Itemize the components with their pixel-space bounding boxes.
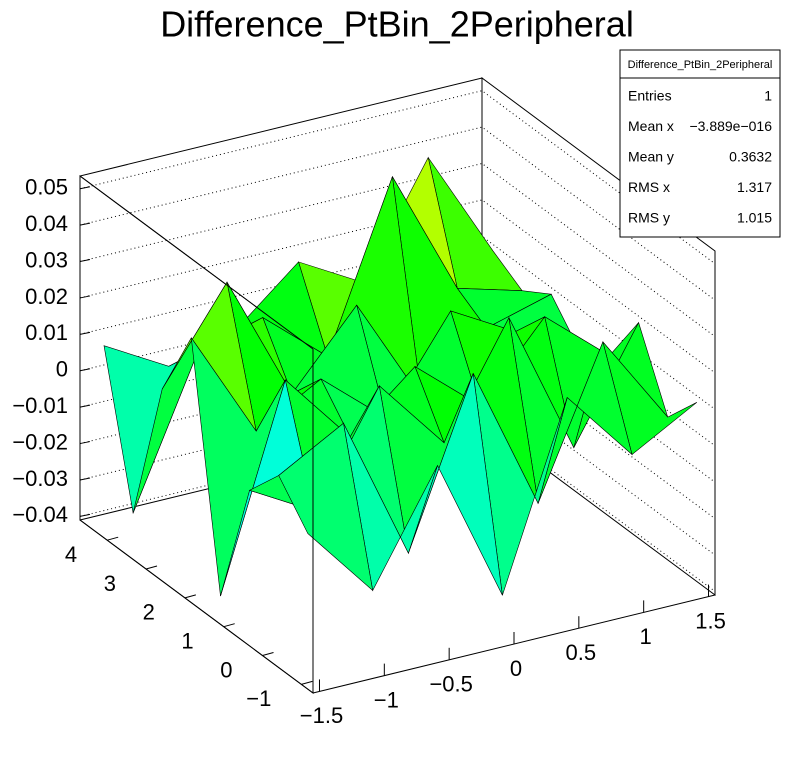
stats-name: Entries [628,88,672,104]
surface [103,156,698,597]
y-tick-label: 1 [181,628,193,653]
x-tick-label: −1.5 [300,703,343,728]
stats-name: Mean y [628,149,674,165]
x-tick-label: 0 [510,656,522,681]
z-tick-label: 0 [56,357,68,382]
z-tick [79,513,91,517]
x-tick-label: −0.5 [429,672,472,697]
y-tick-label: 2 [143,600,155,625]
z-tick [79,477,91,481]
z-tick-label: 0.03 [25,247,68,272]
z-tick-label: −0.02 [12,429,68,454]
stats-name: RMS y [628,210,670,226]
stats-value: 0.3632 [729,149,772,165]
y-tick [107,536,119,541]
stats-frame [619,49,781,238]
stats-value: 1 [764,88,772,104]
stats-box: Difference_PtBin_2Peripheral Entries 1 Mea… [619,49,781,238]
y-tick [145,565,158,570]
x-tick-label: 1.5 [695,608,726,633]
y-tick [262,652,274,656]
z-tick [79,368,91,372]
stats-value: 1.015 [737,210,772,226]
z-tick-label: −0.01 [12,393,68,418]
stats-name: Mean x [628,118,674,134]
z-tick [79,331,91,335]
top-edge [79,175,314,350]
z-tick [79,222,91,226]
z-tick-label: 0.04 [25,211,68,236]
x-tick-label: −1 [374,687,399,712]
stats-value: −3.889e−016 [689,118,772,134]
z-tick [79,441,91,445]
z-tick [79,404,91,408]
stats-value: 1.317 [737,179,772,195]
z-tick-label: 0.02 [25,284,68,309]
z-tick-label: −0.03 [12,466,68,491]
y-tick-label: 0 [220,657,232,682]
z-tick [79,295,91,299]
z-tick [79,186,91,190]
z-tick-label: 0.01 [25,320,68,345]
stats-title: Difference_PtBin_2Peripheral [628,59,773,71]
chart-title: Difference_PtBin_2Peripheral [160,4,634,45]
axes: −1.5 −1 −0.5 0 0.5 1 1.5 −1 0 1 2 3 4 −0.04 −0.03 −0.02… [12,175,725,729]
y-tick-label: 4 [65,542,77,567]
stats-name: RMS x [628,179,670,195]
z-tick [79,259,91,263]
surface-cell [278,422,374,592]
z-tick-label: 0.05 [25,175,68,200]
z-tick-label: −0.04 [12,502,68,527]
y-tick-label: 3 [104,571,116,596]
y-tick [301,680,313,685]
y-axis [79,519,314,694]
x-tick-label: 1 [640,624,652,649]
x-tick-label: 0.5 [566,640,597,665]
y-tick-label: −1 [246,686,271,711]
y-tick [223,623,235,628]
y-tick [184,594,196,599]
